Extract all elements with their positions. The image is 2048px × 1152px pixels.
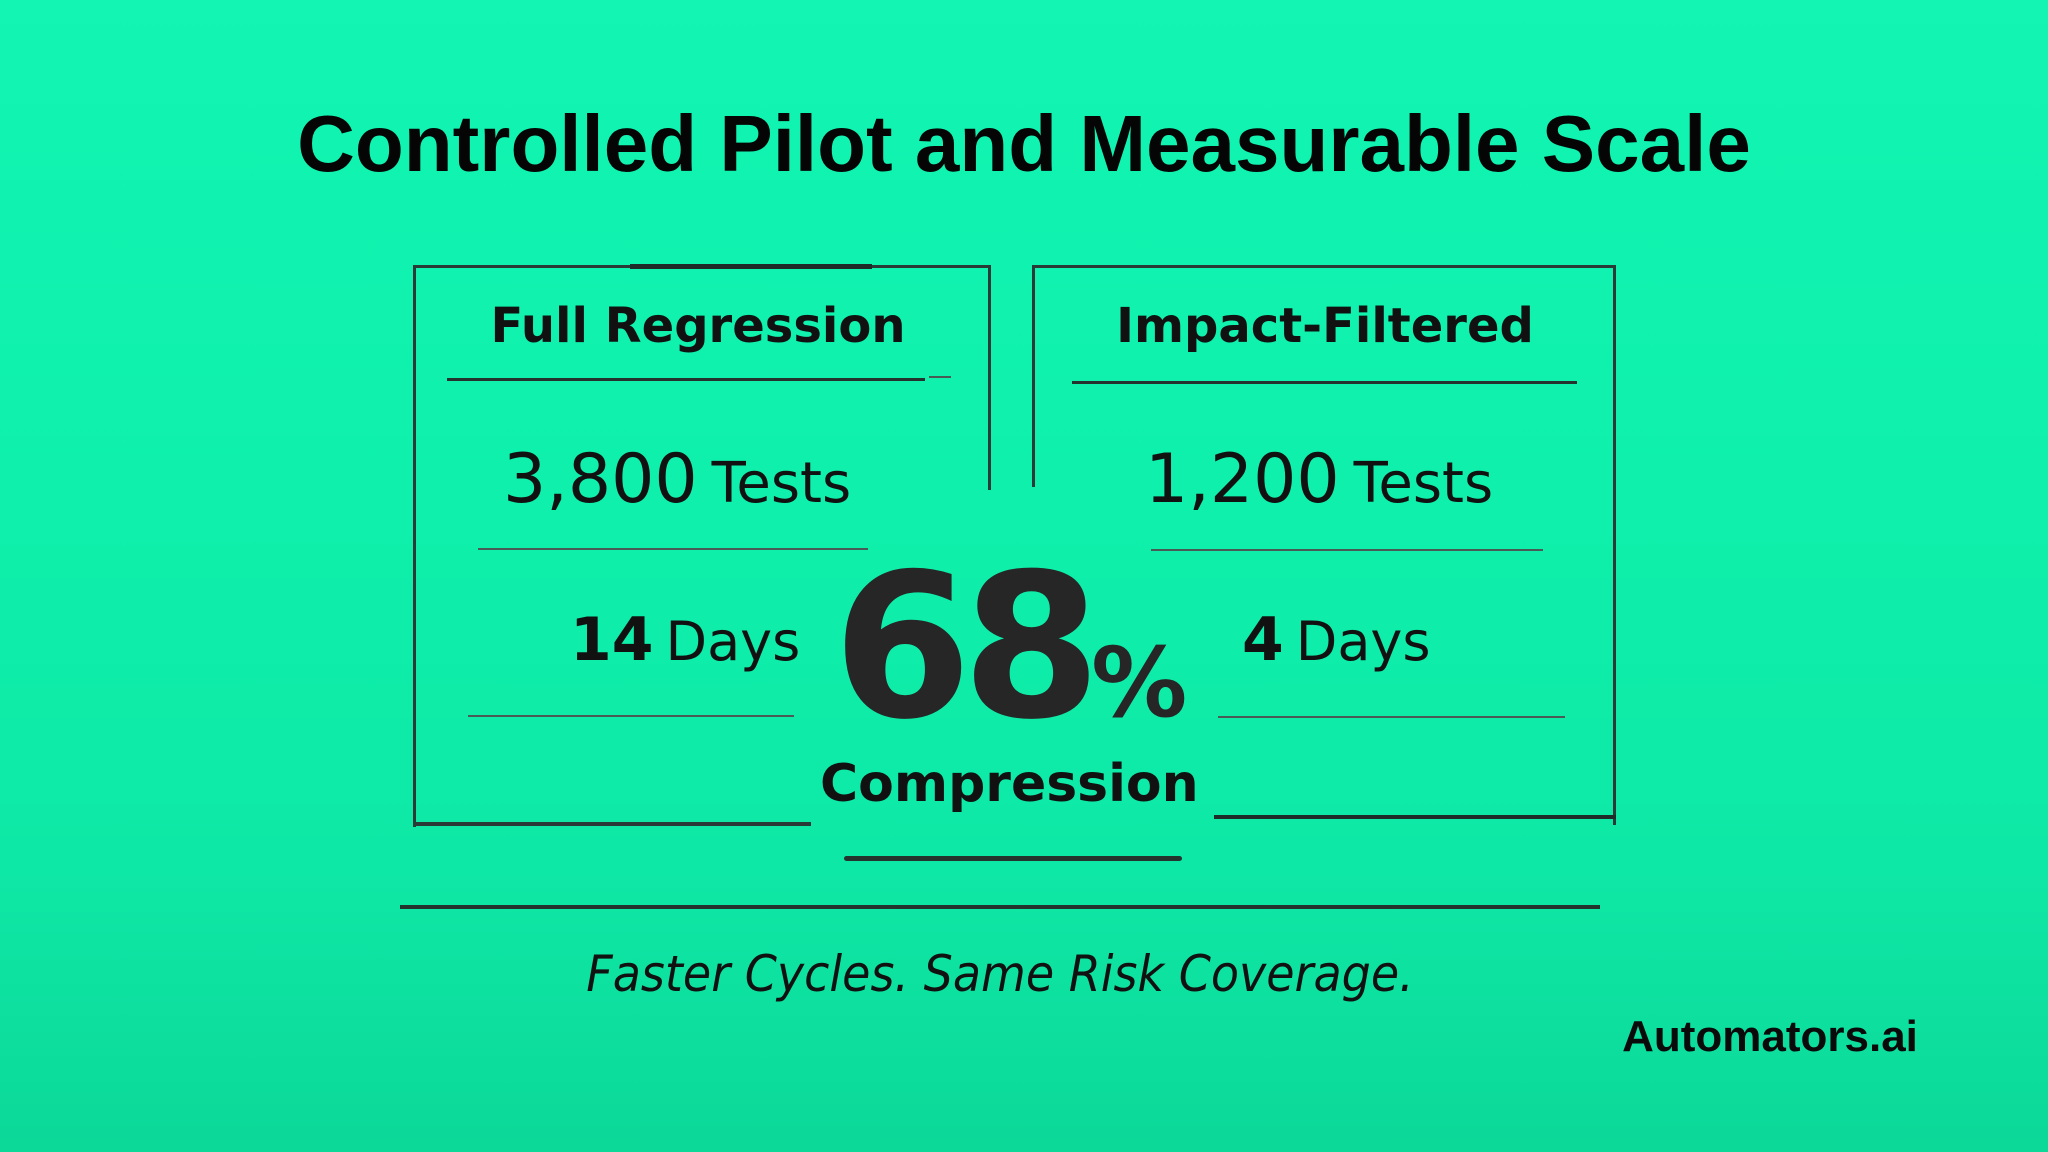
divider [468,715,794,717]
divider [1151,549,1543,551]
right-tests-unit: Tests [1353,451,1494,516]
divider [1072,381,1577,384]
divider [1218,716,1565,718]
card-accent-bar [630,264,872,269]
left-tests-value: 3,800 [503,440,698,519]
divider [478,548,868,550]
slide-title: Controlled Pilot and Measurable Scale [297,99,1751,188]
section-divider [400,905,1600,909]
card-border [988,265,991,490]
card-border [1214,815,1616,819]
left-days-metric: 14 Days [570,605,800,675]
card-impact-filtered [1032,265,1616,825]
left-tests-unit: Tests [711,451,852,516]
card-border [1032,265,1035,487]
left-days-value: 14 [570,605,654,675]
right-days-value: 4 [1242,605,1284,675]
right-days-unit: Days [1295,610,1431,673]
left-days-unit: Days [665,610,801,673]
compression-underline [844,856,1182,861]
left-tests-metric: 3,800 Tests [503,440,851,519]
tagline: Faster Cycles. Same Risk Coverage. [586,945,1414,1003]
percent-symbol: % [1091,627,1188,739]
divider [447,378,925,381]
compression-value: 68 [832,531,1101,764]
divider [929,376,951,378]
right-tests-value: 1,200 [1145,440,1340,519]
brand-logo-text: Automators.ai [1622,1012,1918,1061]
card-header-full-regression: Full Regression [490,298,906,354]
compression-percentage: 68% [830,548,1190,748]
compression-label: Compression [820,754,1199,814]
card-border [413,822,811,826]
card-header-impact-filtered: Impact-Filtered [1116,298,1534,354]
right-days-metric: 4 Days [1242,605,1431,675]
right-tests-metric: 1,200 Tests [1145,440,1493,519]
